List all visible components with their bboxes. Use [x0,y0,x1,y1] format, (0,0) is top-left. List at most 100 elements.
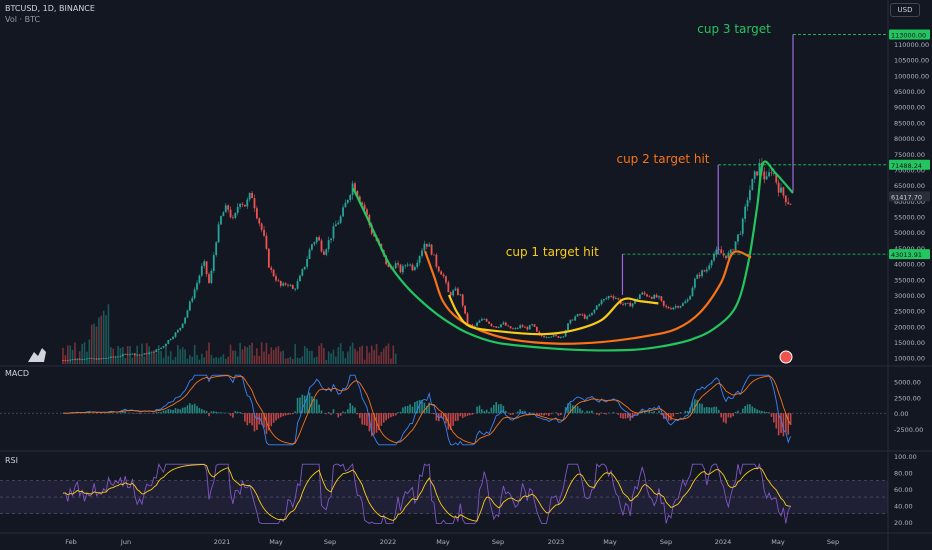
candle-body [442,274,445,277]
price-tick-label: 75000.00 [894,151,925,159]
volume-bar [100,315,103,364]
volume-bar [167,355,170,364]
macd-histogram-bar [619,413,622,418]
currency-button[interactable]: USD [890,3,920,17]
candle-body [425,243,428,247]
symbol-title[interactable]: BTCUSD, 1D, BINANCE [5,4,95,13]
volume-bar [150,352,153,364]
candle-body [751,178,754,191]
candle-body [452,290,455,296]
cup-curve-1 [352,160,794,352]
candle-body [497,327,500,328]
annotation-2: cup 2 target hit [616,152,709,166]
candle-body [770,172,773,174]
macd-histogram-bar [483,411,486,414]
macd-histogram-bar [481,409,483,414]
macd-histogram-bar [373,413,375,435]
candle-body [536,326,538,332]
candle-body [313,242,316,245]
macd-histogram-bar [433,413,435,415]
candle-body [112,356,115,358]
candle-body [703,270,706,272]
macd-histogram-bar [229,413,232,416]
candle-body [366,209,368,215]
macd-histogram-bar [177,408,179,414]
macd-histogram-bar [414,402,416,414]
candle-body [258,218,261,224]
candle-body [784,195,787,203]
macd-histogram-bar [246,413,249,426]
candle-body [540,334,543,337]
macd-histogram-bar [153,413,155,414]
candle-body [753,171,756,179]
macd-histogram-bar [686,410,689,414]
macd-histogram-bar [282,413,284,417]
macd-histogram-bar [277,413,280,419]
macd-histogram-bar [404,406,407,414]
volume-bar [287,358,289,364]
volume-bar [74,342,76,364]
candle-body [583,314,586,319]
candle-body [169,338,172,341]
volume-bar [265,342,268,364]
macd-tick-label: 5000.00 [894,379,921,387]
macd-histogram-bar [260,413,263,425]
volume-bar [201,353,203,364]
volume-bar [325,359,328,364]
candle-body [634,300,636,304]
volume-bar [294,344,296,364]
volume-bar [83,342,86,364]
macd-histogram-bar [258,413,261,425]
volume-bar [212,358,215,364]
macd-histogram-bar [311,396,313,414]
candle-body [732,249,735,251]
price-tick-label: 45000.00 [894,245,925,253]
macd-histogram-bar [756,409,758,414]
macd-histogram-bar [409,404,411,414]
event-marker-icon [779,350,793,364]
macd-histogram-bar [744,406,746,414]
macd-histogram-bar [291,413,294,415]
macd-histogram-bar [327,411,330,414]
volume-bar [98,317,100,364]
candle-body [626,302,629,304]
candle-body [289,285,292,286]
candle-body [725,255,727,259]
macd-histogram-bar [449,413,452,431]
macd-histogram-bar [775,413,778,429]
macd-histogram-bar [694,399,696,414]
candle-body [574,316,577,321]
candle-body [255,208,258,219]
x-tick-label: May [269,538,283,546]
volume-bar [301,356,304,364]
candle-body [775,173,778,183]
volume-bar [277,346,280,364]
annotations: 113000.00 71488.24 61417.70 43013.91 cup 1 t… [28,22,930,364]
candle-body [208,274,210,283]
candle-body [430,244,433,255]
candle-body [315,237,318,243]
volume-bar [134,353,136,364]
candle-body [607,296,610,299]
macd-histogram-bar [777,413,780,436]
candle-body [332,226,335,239]
macd-histogram-bar [598,413,600,416]
macd-histogram-bar [478,405,481,414]
macd-histogram-bar [318,404,320,414]
macd-histogram-bar [653,411,655,414]
macd-histogram-bar [627,413,629,419]
candle-body [528,325,531,330]
volume-bar [351,342,354,364]
candle-body [303,266,306,270]
macd-histogram-bar [677,413,679,415]
macd-histogram-bar [548,413,550,416]
price-tick-label: 35000.00 [894,276,925,284]
macd-pane-label: MACD [5,369,29,378]
candle-body [397,263,399,265]
macd-histogram-bar [342,411,344,414]
candle-body [461,294,464,306]
candle-body [557,336,560,338]
candle-body [765,176,768,180]
volume-bar [392,345,395,364]
